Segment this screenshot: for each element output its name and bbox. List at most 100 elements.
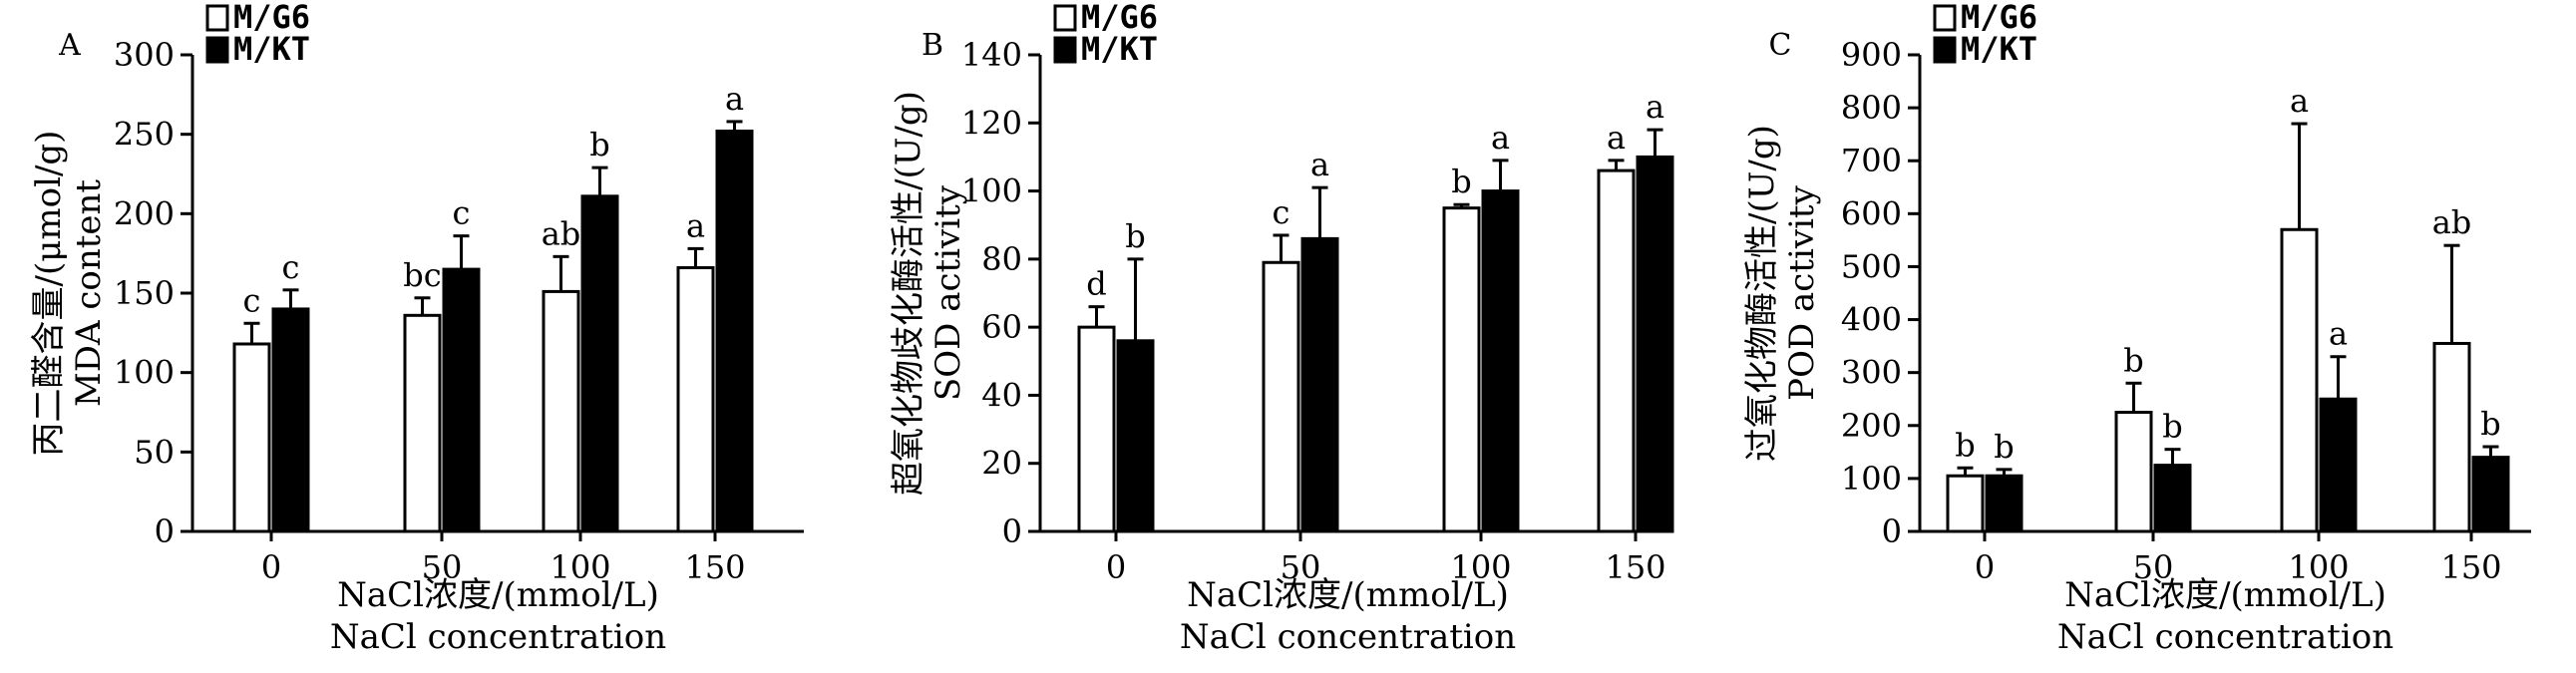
x-tick-label: 0	[261, 548, 281, 586]
x-axis-title-cn: NaCl浓度/(mmol/L)	[337, 575, 659, 615]
y-tick-label: 100	[1841, 460, 1902, 498]
bar-m-g6	[403, 313, 442, 533]
x-tick-label: 150	[1605, 548, 1665, 586]
y-axis-title-en: SOD activity	[928, 184, 968, 401]
legend-swatch	[1933, 4, 1957, 32]
y-tick-label: 80	[981, 240, 1022, 278]
significance-letter: b	[1451, 163, 1471, 200]
panel-letter: C	[1769, 28, 1792, 63]
x-tick-label: 50	[1281, 548, 1321, 586]
y-tick-label: 500	[1841, 247, 1902, 285]
y-tick-label: 0	[1002, 512, 1022, 550]
x-axis-title-en: NaCl concentration	[2057, 617, 2393, 657]
bar-m-g6	[676, 266, 715, 533]
y-tick-label: 200	[1841, 407, 1902, 445]
x-axis-title-cn: NaCl浓度/(mmol/L)	[1187, 575, 1509, 615]
legend-label: M/G6	[1081, 0, 1158, 36]
bar-m-kt	[1300, 236, 1339, 533]
legend-label: M/KT	[1961, 30, 2037, 68]
y-axis-title-cn: 超氧化物歧化酶活性/(U/g)	[889, 91, 928, 496]
bar-m-g6	[1442, 206, 1481, 533]
significance-letter: ab	[2432, 203, 2472, 241]
y-tick-label: 100	[114, 354, 175, 392]
significance-letter: a	[1491, 119, 1510, 157]
bar-m-g6	[232, 342, 271, 533]
y-tick-label: 200	[114, 194, 175, 232]
significance-letter: a	[725, 80, 744, 118]
y-tick-label: 60	[981, 308, 1022, 346]
legend-swatch	[205, 36, 229, 64]
bar-m-kt	[715, 129, 754, 533]
bar-m-g6	[1946, 474, 1985, 533]
y-tick-label: 250	[114, 116, 175, 154]
y-axis-title-en: POD activity	[1782, 184, 1822, 400]
y-tick-label: 300	[114, 36, 175, 74]
bar-m-g6	[542, 289, 580, 533]
significance-letter: c	[453, 194, 471, 232]
y-axis-title-cn: 丙二醛含量/(μmol/g)	[29, 131, 69, 457]
x-tick-label: 50	[422, 548, 463, 586]
y-axis-title-en: MDA content	[69, 179, 109, 408]
legend-swatch	[205, 4, 229, 32]
y-tick-label: 400	[1841, 301, 1902, 339]
x-tick-label: 100	[2288, 548, 2349, 586]
significance-letter: b	[589, 126, 609, 164]
bar-m-kt	[2153, 464, 2192, 533]
significance-letter: b	[1994, 428, 2014, 466]
x-tick-label: 50	[2133, 548, 2174, 586]
significance-letter: b	[2162, 408, 2182, 446]
significance-letter: c	[1273, 193, 1290, 231]
bar-m-kt	[2319, 397, 2358, 533]
y-tick-label: 900	[1841, 36, 1902, 74]
significance-letter: b	[2480, 405, 2500, 443]
y-tick-label: 20	[981, 445, 1022, 483]
x-tick-label: 0	[1975, 548, 1995, 586]
bar-m-g6	[2114, 411, 2153, 533]
significance-letter: a	[1607, 119, 1626, 157]
legend-label: M/G6	[1961, 0, 2037, 36]
x-tick-label: 150	[2440, 548, 2501, 586]
bar-m-kt	[271, 307, 310, 533]
y-tick-label: 800	[1841, 89, 1902, 127]
bar-m-kt	[2471, 456, 2510, 533]
x-tick-label: 100	[550, 548, 610, 586]
y-tick-label: 100	[961, 172, 1022, 210]
x-tick-label: 150	[684, 548, 745, 586]
panel-letter: A	[58, 28, 81, 63]
legend-swatch	[1053, 36, 1077, 64]
x-axis-title-en: NaCl concentration	[330, 617, 666, 657]
y-tick-label: 300	[1841, 354, 1902, 392]
bar-m-g6	[1262, 260, 1300, 533]
bar-m-g6	[1597, 168, 1636, 533]
x-axis-title-cn: NaCl浓度/(mmol/L)	[2064, 575, 2387, 615]
bar-m-g6	[2432, 341, 2471, 533]
bar-m-g6	[2280, 227, 2319, 533]
y-tick-label: 140	[961, 36, 1022, 74]
legend-label: M/G6	[233, 0, 310, 36]
legend-label: M/KT	[233, 30, 310, 68]
x-tick-label: 100	[1450, 548, 1511, 586]
significance-letter: c	[282, 248, 300, 286]
significance-letter: a	[1646, 88, 1664, 126]
bar-m-kt	[442, 267, 481, 533]
bar-m-kt	[1985, 474, 2024, 533]
legend-swatch	[1933, 36, 1957, 64]
panel-letter: B	[921, 28, 943, 63]
y-tick-label: 150	[114, 274, 175, 312]
legend-label: M/KT	[1081, 30, 1158, 68]
y-tick-label: 700	[1841, 142, 1902, 179]
legend-swatch	[1053, 4, 1077, 32]
significance-letter: c	[243, 281, 261, 319]
bar-m-kt	[580, 194, 619, 533]
x-axis-title-en: NaCl concentration	[1180, 617, 1516, 657]
significance-letter: b	[2123, 341, 2143, 379]
significance-letter: b	[1955, 426, 1975, 464]
significance-letter: b	[1125, 217, 1145, 255]
bar-m-kt	[1116, 339, 1155, 533]
bar-m-kt	[1481, 189, 1520, 533]
significance-letter: bc	[403, 256, 441, 294]
y-axis-title-cn: 过氧化物酶活性/(U/g)	[1742, 125, 1782, 462]
